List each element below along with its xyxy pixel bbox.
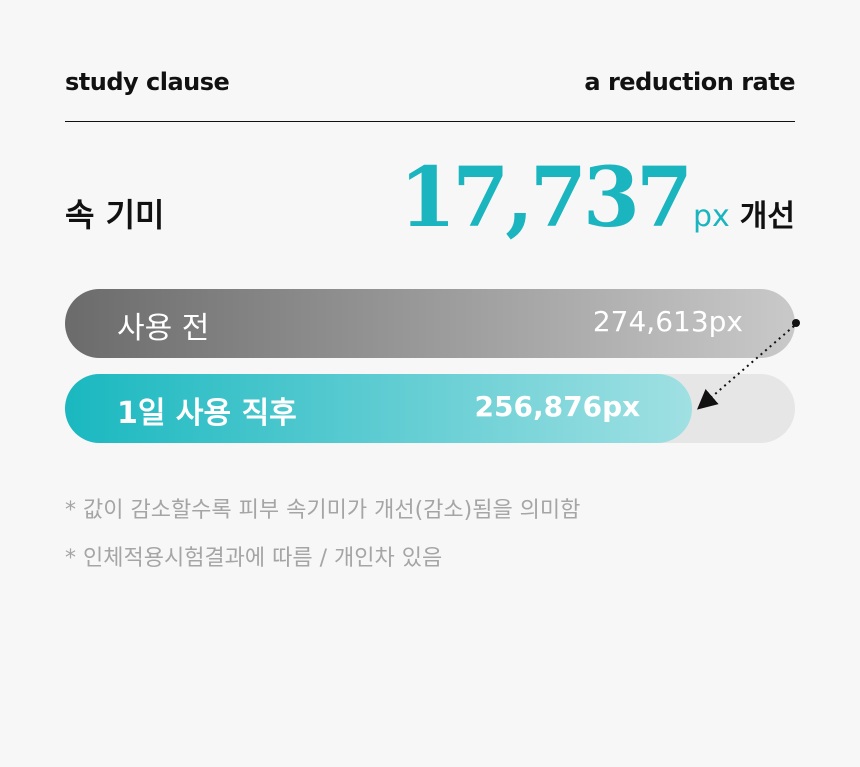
bar-after: 1일 사용 직후 256,876px [65, 374, 693, 443]
bar-label-after: 1일 사용 직후 [117, 396, 297, 431]
bar-value-after: 256,876px [474, 390, 641, 423]
arrow-start-dot [792, 319, 800, 327]
divider [65, 121, 795, 122]
note-2: * 인체적용시험결과에 따름 / 개인차 있음 [65, 546, 443, 571]
metric-suffix: 개선 [739, 199, 795, 234]
arrow-line [696, 325, 795, 410]
bar-track-before: 사용 전 274,613px [65, 289, 795, 358]
bar-value-before: 274,613px [592, 305, 743, 338]
metric-value: 17,737 [399, 150, 693, 246]
header-left: study clause [65, 68, 230, 96]
metric-unit: px [693, 199, 730, 234]
bar-track-after: 1일 사용 직후 256,876px [65, 374, 795, 443]
bar-before: 사용 전 274,613px [65, 289, 795, 358]
metric-value-group: 17,737 px 개선 [399, 150, 795, 246]
header-right: a reduction rate [584, 68, 795, 96]
metric-label: 속 기미 [65, 196, 165, 234]
bar-label-before: 사용 전 [117, 311, 210, 346]
note-1: * 값이 감소할수록 피부 속기미가 개선(감소)됨을 의미함 [65, 498, 581, 523]
